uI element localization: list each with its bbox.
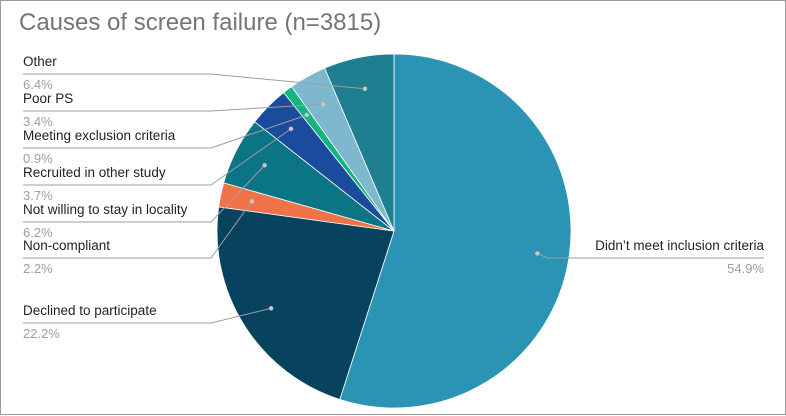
leader-line-4 <box>23 164 265 223</box>
slice-label-1: Didn’t meet inclusion criteria <box>595 238 764 253</box>
slice-label-3: Non-compliant <box>23 238 110 253</box>
leader-line-7 <box>23 103 324 112</box>
leader-line-5 <box>23 128 292 186</box>
leader-dot-6 <box>304 112 309 118</box>
leader-line-6 <box>23 114 307 149</box>
leader-dot-5 <box>288 126 294 131</box>
leader-dot-1 <box>535 251 540 256</box>
leader-line-3 <box>23 201 253 259</box>
leader-dot-8 <box>362 86 368 91</box>
leader-dot-7 <box>321 102 326 107</box>
leader-dot-3 <box>249 199 255 204</box>
pie-slice-2[interactable] <box>216 206 395 400</box>
slice-value-3: 2.2% <box>23 261 53 276</box>
slice-value-5: 3.7% <box>23 188 53 203</box>
slice-value-1: 54.9% <box>727 261 764 276</box>
slice-label-4: Not willing to stay in locality <box>23 202 188 217</box>
slice-label-8: Other <box>23 54 57 69</box>
leader-line-8 <box>23 73 366 90</box>
slice-label-2: Declined to participate <box>23 303 157 318</box>
slice-label-5: Recruited in other study <box>23 165 166 180</box>
slice-value-8: 6.4% <box>23 77 53 92</box>
slice-value-6: 0.9% <box>23 151 53 166</box>
slice-label-7: Poor PS <box>23 91 73 106</box>
leader-dot-4 <box>262 163 267 168</box>
pie-slice-8[interactable] <box>324 53 395 232</box>
chart-title: Causes of screen failure (n=3815) <box>19 9 382 36</box>
leader-line-2 <box>23 307 272 324</box>
leader-dot-2 <box>268 306 274 311</box>
slice-labels: Didn’t meet inclusion criteria 54.9% Decli… <box>23 54 764 341</box>
slice-label-6: Meeting exclusion criteria <box>23 128 176 143</box>
slice-value-2: 22.2% <box>23 326 60 341</box>
leader-line-1 <box>537 253 764 259</box>
slice-value-4: 6.2% <box>23 225 53 240</box>
leader-lines <box>23 73 764 324</box>
slice-value-7: 3.4% <box>23 114 53 129</box>
